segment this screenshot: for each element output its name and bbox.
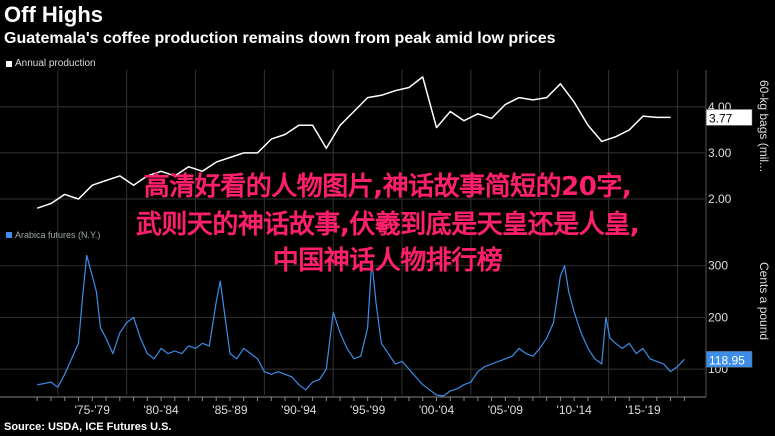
source-note: Source: USDA, ICE Futures U.S. — [4, 421, 172, 433]
x-tick-label: '05-'09 — [488, 403, 524, 417]
y-axis-label: 60-kg bags (mil... — [757, 80, 771, 172]
overlay-text-line-2: 武则天的神话故事,伏羲到底是天皇还是人皇, — [135, 210, 640, 240]
x-tick-label: '85-'89 — [212, 403, 248, 417]
x-tick-label: '90-'94 — [281, 403, 317, 417]
x-tick-label: '75-'79 — [75, 403, 111, 417]
y-tick-label: 300 — [708, 259, 728, 273]
y-axis-label: Cents a pound — [757, 262, 771, 340]
x-tick-label: '10-'14 — [557, 403, 593, 417]
chart-subtitle: Guatemala's coffee production remains do… — [4, 30, 556, 47]
x-tick-label: '80-'84 — [143, 403, 179, 417]
last-value-label: 118.95 — [709, 353, 745, 367]
overlay-text-line-1: 高清好看的人物图片,神话故事简短的20字, — [143, 172, 632, 202]
series-line-annual-production — [36, 76, 671, 209]
last-value-label: 3.77 — [709, 111, 733, 125]
y-tick-label: 2.00 — [708, 192, 732, 206]
y-tick-label: 3.00 — [708, 146, 732, 160]
legend-label: Annual production — [15, 58, 96, 69]
series-line-arabica-futures — [37, 254, 685, 397]
legend-swatch-white — [6, 60, 12, 67]
x-tick-label: '15-'19 — [625, 403, 661, 417]
legend-annual-production: Annual production — [6, 58, 96, 69]
x-tick-label: '95-'99 — [350, 403, 386, 417]
legend-swatch-blue — [6, 232, 12, 238]
chart-title: Off Highs — [4, 2, 103, 27]
overlay-text-line-3: 中国神话人物排行榜 — [272, 246, 503, 276]
y-tick-label: 200 — [708, 310, 728, 324]
x-tick-label: '00-'04 — [419, 403, 455, 417]
